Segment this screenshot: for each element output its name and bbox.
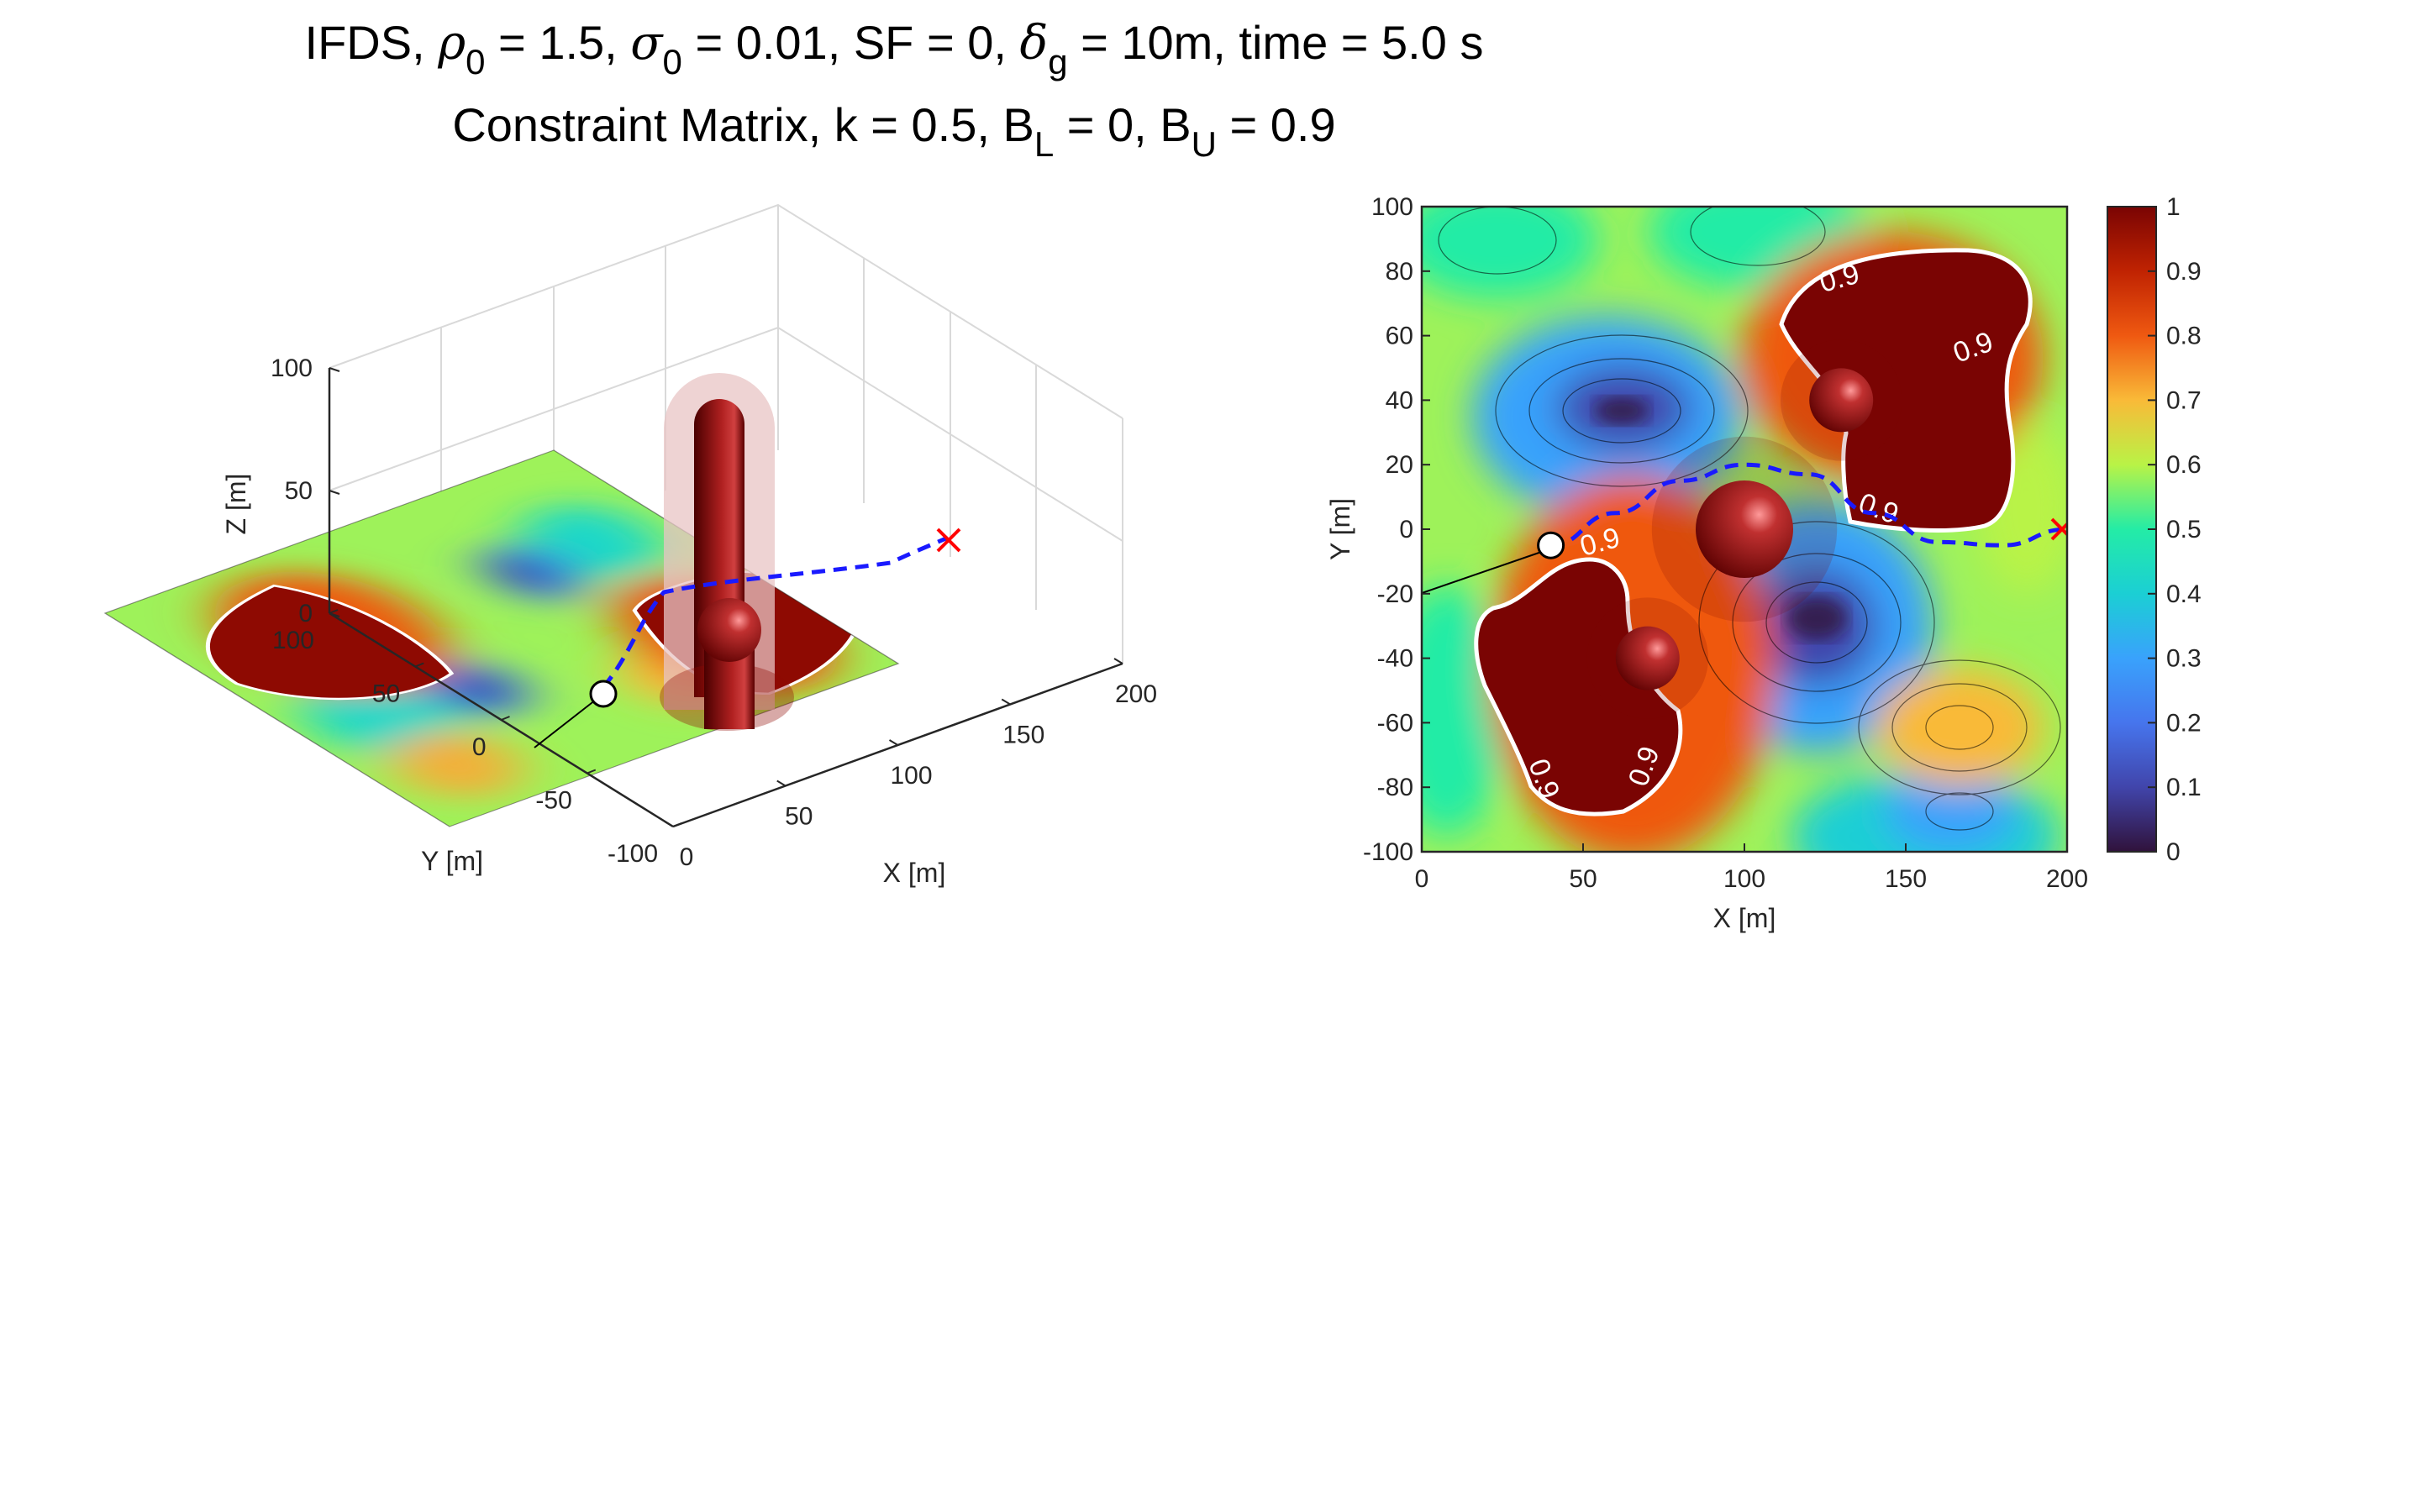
x-tick-label: 0 xyxy=(1415,865,1429,893)
planned-path xyxy=(1550,462,2067,548)
3d-xlabel: X [m] xyxy=(883,858,946,888)
3d-x-tick-label: 0 xyxy=(680,843,694,871)
3d-x-tick-mark xyxy=(776,780,786,787)
colorbar-ticks: 1 0.9 0.8 0.7 0.6 0.5 0.4 0.3 0.2 0.1 0 xyxy=(2148,193,2202,866)
colorbar-tick-label: 0.2 xyxy=(2166,709,2202,737)
3d-planned-path xyxy=(602,535,950,689)
y-tick-label: 100 xyxy=(1371,193,1413,221)
sphere-obstacle xyxy=(1615,626,1680,690)
sphere-obstacle xyxy=(1809,368,1874,433)
3d-y-tick-mark xyxy=(414,662,424,668)
colorbar-tick-label: 0.9 xyxy=(2166,258,2202,286)
x-tick-label: 150 xyxy=(1885,865,1927,893)
colorbar-tick-label: 0.8 xyxy=(2166,323,2202,350)
3d-y-tick-label: -50 xyxy=(535,787,571,815)
y-tick-label: -60 xyxy=(1377,709,1413,737)
colorbar-tick-label: 0.1 xyxy=(2166,774,2202,801)
y-tick-label: 80 xyxy=(1386,258,1413,286)
goal-marker xyxy=(2050,517,2067,541)
3d-y-tick-label: 100 xyxy=(272,627,314,654)
3d-y-tick-mark xyxy=(501,716,510,721)
3d-z-tick-mark xyxy=(329,367,340,372)
3d-z-tick-label: 50 xyxy=(285,477,313,505)
colorbar-tick-label: 0.6 xyxy=(2166,451,2202,479)
3d-z-tick-mark xyxy=(329,612,340,617)
3d-trajectory-line xyxy=(534,693,604,748)
y-tick-label: 0 xyxy=(1399,516,1413,543)
3d-y-tick-mark xyxy=(672,822,682,827)
contour-plot: 0.90.90.90.90.9 0.9 0 50 100 150 200100806040… xyxy=(1325,193,2202,933)
3d-x-tick-label: 150 xyxy=(1002,722,1044,749)
3d-y-tick-label: -100 xyxy=(608,840,658,868)
3d-x-tick-mark xyxy=(1001,698,1011,706)
y-tick-label: 20 xyxy=(1386,451,1413,479)
y-tick-label: -100 xyxy=(1363,838,1413,866)
3d-zlabel: Z [m] xyxy=(221,474,251,535)
colorbar-tick-label: 0.5 xyxy=(2166,516,2202,543)
3d-z-tick-label: 0 xyxy=(298,600,313,627)
3d-y-tick-mark xyxy=(587,769,597,774)
3d-obstacles xyxy=(660,373,794,731)
y-tick-label: 40 xyxy=(1386,386,1413,414)
3d-y-tick-label: 0 xyxy=(472,733,487,761)
figure-title-line1: IFDS, ρ0 = 1.5, σ0 = 0.01, SF = 0, δg = … xyxy=(305,16,1484,81)
3d-x-tick-label: 100 xyxy=(890,762,932,790)
3d-ylabel: Y [m] xyxy=(421,846,483,876)
contour-xlabel: X [m] xyxy=(1713,903,1776,933)
3d-z-tick-label: 100 xyxy=(271,354,313,382)
colorbar-tick-label: 0.4 xyxy=(2166,580,2202,608)
3d-x-tick-mark xyxy=(1113,658,1123,664)
y-tick-label: -20 xyxy=(1377,580,1413,608)
x-tick-label: 200 xyxy=(2046,865,2088,893)
colorbar-tick-label: 1 xyxy=(2166,193,2181,221)
y-tick-label: -80 xyxy=(1377,774,1413,801)
3d-grid-lines xyxy=(329,203,1123,664)
figure-title-line2: Constraint Matrix, k = 0.5, BL = 0, BU =… xyxy=(452,98,1335,164)
3d-x-tick-label: 200 xyxy=(1115,680,1157,708)
3d-x-tick-label: 50 xyxy=(785,803,813,831)
colorbar-tick-label: 0.7 xyxy=(2166,386,2202,414)
3d-y-tick-mark xyxy=(329,609,339,614)
y-tick-label: 60 xyxy=(1386,323,1413,350)
colorbar-tick-label: 0 xyxy=(2166,838,2181,866)
3d-x-tick-mark xyxy=(888,739,899,746)
y-tick-label: -40 xyxy=(1377,645,1413,673)
3d-x-tick-mark xyxy=(664,821,674,827)
x-tick-label: 100 xyxy=(1723,865,1765,893)
3d-y-tick-label: 50 xyxy=(372,680,400,708)
start-marker xyxy=(1537,531,1565,559)
contour-region-lower xyxy=(1474,557,1683,816)
3d-goal-marker xyxy=(936,528,961,553)
contour-region-upper xyxy=(1779,248,2033,533)
3d-start-marker xyxy=(589,680,618,708)
3d-z-tick-mark xyxy=(329,490,340,495)
trajectory-line xyxy=(1422,548,1552,594)
sphere-obstacle xyxy=(1696,480,1793,578)
contour-ylabel: Y [m] xyxy=(1325,498,1355,560)
colorbar-tick-label: 0.3 xyxy=(2166,645,2202,673)
x-tick-label: 50 xyxy=(1569,865,1597,893)
